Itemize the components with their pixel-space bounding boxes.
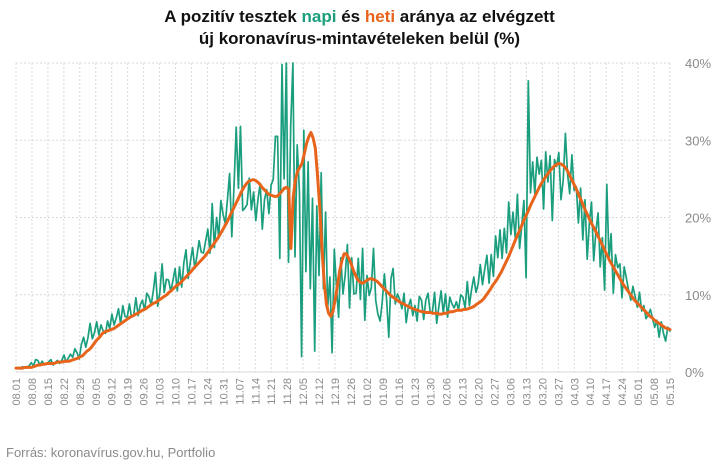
x-tick-label: 10.03 [155, 378, 167, 406]
x-tick-label: 01.02 [362, 378, 374, 406]
x-tick-label: 10.31 [218, 378, 230, 406]
x-tick-label: 02.13 [458, 378, 470, 406]
title-text-c: aránya az elvégzett [395, 7, 555, 26]
x-tick-label: 12.19 [330, 378, 342, 406]
x-tick-label: 11.14 [250, 378, 262, 405]
y-tick-label: 30% [685, 133, 711, 148]
series-line-napi [15, 62, 671, 370]
x-tick-label: 09.05 [91, 378, 103, 406]
x-tick-label: 12.12 [314, 378, 326, 406]
series-line-heti [14, 131, 672, 370]
chart-title: A pozitív tesztek napi és heti aránya az… [0, 6, 719, 50]
x-tick-label: 10.10 [171, 378, 183, 406]
x-tick-label: 09.26 [139, 378, 151, 406]
x-tick-label: 12.26 [346, 378, 358, 406]
x-tick-label: 02.27 [490, 378, 502, 406]
x-tick-label: 02.06 [442, 378, 454, 406]
x-tick-label: 05.08 [649, 378, 661, 406]
x-tick-label: 12.05 [298, 378, 310, 406]
title-text-b: és [336, 7, 365, 26]
x-tick-label: 04.03 [569, 378, 581, 406]
x-tick-label: 01.23 [410, 378, 422, 406]
title-heti: heti [364, 7, 396, 26]
x-tick-label: 01.16 [394, 378, 406, 406]
x-tick-label: 11.28 [282, 378, 294, 405]
x-tick-label: 04.10 [585, 378, 597, 406]
y-tick-label: 0% [685, 365, 704, 380]
x-tick-label: 11.07 [234, 378, 246, 405]
x-tick-label: 08.15 [43, 378, 55, 406]
x-tick-label: 09.19 [123, 378, 135, 406]
x-tick-label: 03.27 [553, 378, 565, 406]
x-tick-label: 05.15 [665, 378, 677, 406]
x-tick-label: 03.06 [505, 378, 517, 406]
x-tick-label: 05.01 [633, 378, 645, 406]
title-line-2: új koronavírus-mintavételeken belül (%) [198, 29, 521, 48]
source-note: Forrás: koronavírus.gov.hu, Portfolio [6, 445, 216, 460]
x-tick-label: 08.29 [75, 378, 87, 406]
title-text-a: A pozitív tesztek [164, 7, 302, 26]
x-tick-label: 08.22 [59, 378, 71, 406]
x-tick-label: 03.20 [537, 378, 549, 406]
x-tick-label: 11.21 [266, 378, 278, 405]
x-tick-label: 04.24 [617, 378, 629, 406]
x-tick-label: 04.17 [601, 378, 613, 406]
y-tick-label: 20% [685, 211, 711, 226]
x-tick-label: 01.30 [426, 378, 438, 406]
x-tick-label: 01.09 [378, 378, 390, 406]
x-tick-label: 10.17 [186, 378, 198, 406]
x-tick-label: 03.13 [521, 378, 533, 406]
x-tick-label: 10.24 [202, 378, 214, 406]
y-tick-label: 10% [685, 288, 711, 303]
x-tick-label: 08.08 [27, 378, 39, 406]
x-tick-label: 09.12 [107, 378, 119, 406]
title-line-1: A pozitív tesztek napi és heti aránya az… [0, 6, 719, 28]
y-tick-label: 40% [685, 56, 711, 71]
x-tick-label: 08.01 [11, 378, 23, 406]
x-tick-label: 02.20 [474, 378, 486, 406]
title-napi: napi [301, 7, 337, 26]
